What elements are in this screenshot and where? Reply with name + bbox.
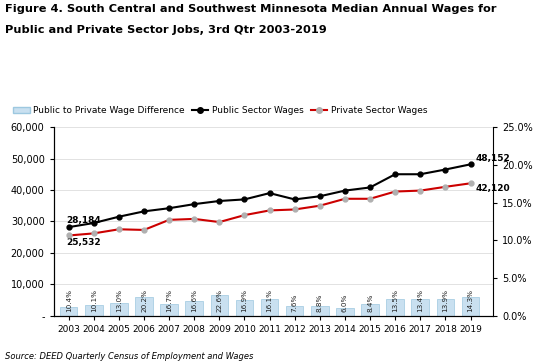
Bar [361, 305, 379, 316]
Private Sector Wages [467, 181, 474, 185]
Public Sector Wages [442, 167, 449, 172]
Public Sector Wages [417, 172, 423, 176]
Public Sector Wages [392, 172, 398, 176]
Private Sector Wages [116, 227, 122, 232]
Text: 13.0%: 13.0% [116, 289, 122, 312]
Private Sector Wages [292, 207, 298, 212]
Private Sector Wages [166, 218, 173, 222]
Public Sector Wages [91, 221, 97, 225]
Private Sector Wages [266, 208, 273, 213]
Text: 16.9%: 16.9% [242, 289, 248, 312]
Line: Private Sector Wages: Private Sector Wages [66, 181, 473, 238]
Public Sector Wages [65, 225, 72, 229]
Bar [185, 301, 203, 316]
Bar [286, 306, 303, 316]
Public Sector Wages [141, 209, 147, 213]
Private Sector Wages [216, 220, 222, 224]
Public Sector Wages [166, 206, 173, 211]
Line: Public Sector Wages: Public Sector Wages [66, 162, 473, 229]
Bar [110, 303, 128, 316]
Public Sector Wages [241, 197, 248, 201]
Public Sector Wages [317, 194, 323, 199]
Private Sector Wages [141, 228, 147, 232]
Public Sector Wages [116, 215, 122, 219]
Text: 22.6%: 22.6% [217, 289, 222, 312]
Text: 7.6%: 7.6% [292, 294, 297, 312]
Text: 25,532: 25,532 [66, 238, 101, 247]
Bar [461, 297, 479, 316]
Public Sector Wages [191, 202, 197, 206]
Text: 6.0%: 6.0% [342, 294, 348, 312]
Bar [211, 295, 228, 316]
Private Sector Wages [241, 213, 248, 217]
Text: 13.5%: 13.5% [392, 289, 398, 312]
Text: 8.4%: 8.4% [367, 294, 373, 312]
Bar [236, 300, 254, 316]
Text: 8.8%: 8.8% [317, 294, 323, 312]
Bar [437, 298, 454, 316]
Bar [85, 305, 102, 316]
Text: 13.4%: 13.4% [418, 289, 423, 312]
Private Sector Wages [91, 231, 97, 236]
Public Sector Wages [292, 197, 298, 201]
Private Sector Wages [342, 197, 348, 201]
Public Sector Wages [216, 199, 222, 203]
Text: Source: DEED Quarterly Census of Employment and Wages: Source: DEED Quarterly Census of Employm… [5, 352, 254, 361]
Private Sector Wages [417, 188, 423, 193]
Bar [135, 297, 153, 316]
Bar [336, 307, 354, 316]
Private Sector Wages [392, 189, 398, 194]
Private Sector Wages [65, 233, 72, 238]
Text: 10.4%: 10.4% [66, 289, 72, 312]
Text: 48,152: 48,152 [475, 154, 510, 163]
Legend: Public to Private Wage Difference, Public Sector Wages, Private Sector Wages: Public to Private Wage Difference, Publi… [10, 102, 431, 119]
Text: 28,184: 28,184 [66, 216, 101, 225]
Private Sector Wages [191, 217, 197, 221]
Public Sector Wages [266, 191, 273, 195]
Bar [160, 304, 178, 316]
Text: 20.2%: 20.2% [141, 289, 147, 312]
Text: 16.7%: 16.7% [166, 289, 172, 312]
Public Sector Wages [367, 185, 373, 189]
Text: 14.3%: 14.3% [467, 289, 473, 312]
Bar [261, 298, 278, 316]
Bar [60, 307, 78, 316]
Text: 13.9%: 13.9% [442, 289, 449, 312]
Bar [386, 298, 404, 316]
Text: 16.1%: 16.1% [266, 289, 273, 312]
Text: Figure 4. South Central and Southwest Minnesota Median Annual Wages for: Figure 4. South Central and Southwest Mi… [5, 4, 497, 14]
Text: 10.1%: 10.1% [91, 289, 97, 312]
Private Sector Wages [317, 204, 323, 208]
Private Sector Wages [442, 185, 449, 189]
Bar [412, 299, 429, 316]
Text: 42,120: 42,120 [475, 184, 510, 193]
Private Sector Wages [367, 197, 373, 201]
Public Sector Wages [467, 162, 474, 167]
Public Sector Wages [342, 188, 348, 193]
Text: Public and Private Sector Jobs, 3rd Qtr 2003-2019: Public and Private Sector Jobs, 3rd Qtr … [5, 25, 327, 36]
Text: 16.6%: 16.6% [191, 289, 197, 312]
Bar [311, 306, 329, 316]
